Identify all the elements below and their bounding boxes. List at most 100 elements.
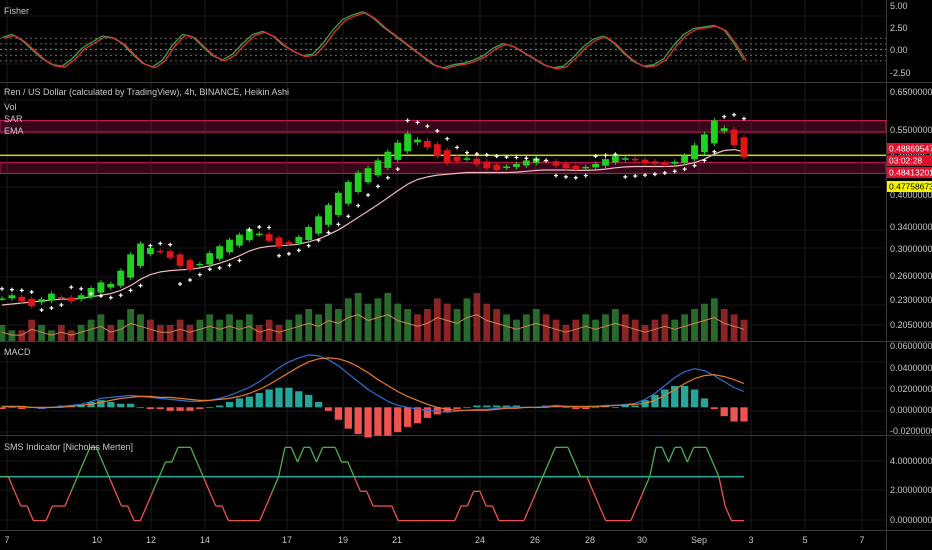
- volume-bar: [710, 298, 718, 341]
- candle-body: [453, 156, 461, 162]
- macd-hist-bar: [126, 403, 135, 408]
- volume-bar: [196, 319, 204, 341]
- sar-dot: [257, 225, 262, 229]
- x-tick-label: 17: [282, 535, 292, 545]
- candle-body: [48, 293, 55, 301]
- sar-dot: [672, 169, 677, 174]
- candle-body: [631, 158, 639, 161]
- x-tick-label: 5: [802, 535, 807, 545]
- volume-bar: [443, 303, 451, 341]
- indicator-vol[interactable]: Vol: [4, 102, 17, 112]
- candle-body: [354, 172, 362, 193]
- candle-body: [176, 254, 184, 266]
- fisher-y-tick: -2.50: [890, 68, 911, 78]
- candle-body: [236, 234, 243, 246]
- macd-series: [1, 354, 745, 413]
- sar-dot: [29, 290, 34, 294]
- macd-hist-bar: [483, 405, 491, 408]
- sms-segment: [108, 476, 116, 492]
- sar-dot: [544, 158, 549, 163]
- macd-hist-bar: [720, 407, 728, 417]
- candle-body: [127, 254, 135, 278]
- fisher-y-tick: 2.50: [890, 23, 908, 33]
- price-tag-bg: [887, 143, 932, 154]
- sar-dot: [217, 265, 222, 270]
- candle-body: [295, 236, 303, 244]
- sar-dot: [296, 248, 301, 253]
- candle-body: [315, 216, 323, 234]
- sms-segment: [278, 447, 286, 477]
- volume-bar: [67, 330, 75, 341]
- sar-dot: [98, 294, 103, 298]
- grid: [0, 0, 886, 530]
- macd-hist-bar: [364, 407, 372, 438]
- sar-dot: [69, 285, 74, 290]
- candle-body: [473, 158, 481, 165]
- sms-segment: [127, 505, 135, 521]
- candle-body: [166, 251, 174, 258]
- candle-body: [97, 282, 105, 293]
- x-tick-label: 12: [146, 535, 156, 545]
- sms-segment: [535, 476, 544, 492]
- candle-body: [285, 242, 293, 245]
- volume-bar: [137, 314, 144, 341]
- macd-hist-bar: [572, 407, 580, 410]
- volume-bar: [602, 314, 609, 341]
- sms-segment: [83, 447, 91, 463]
- indicator-sar[interactable]: SAR: [4, 114, 23, 124]
- candle-body: [423, 140, 431, 148]
- volume-bar: [275, 325, 283, 341]
- macd-hist-bar: [324, 407, 333, 411]
- candle-body: [156, 250, 164, 253]
- x-tick-label: 24: [475, 535, 485, 545]
- volume-bar: [315, 314, 323, 341]
- sms-segment: [152, 476, 160, 492]
- sms-segment: [598, 505, 607, 521]
- candle-body: [572, 165, 580, 170]
- sar-dot: [39, 308, 44, 312]
- sms-segment: [146, 491, 154, 507]
- sms-segment: [95, 447, 104, 463]
- macd-hist-bar: [730, 407, 738, 422]
- sar-dot: [187, 278, 192, 282]
- candle-body: [582, 166, 590, 169]
- candle-body: [404, 133, 412, 152]
- sar-dot: [484, 152, 489, 157]
- price-tag-text: 0.47758673: [889, 182, 932, 192]
- indicator-ema[interactable]: EMA: [4, 126, 24, 136]
- volume-bar: [720, 309, 728, 341]
- candle-body: [374, 160, 382, 176]
- sar-dot: [692, 163, 697, 168]
- sms-segment: [548, 447, 556, 463]
- volume-bar: [0, 325, 6, 341]
- volume-bar: [216, 319, 224, 341]
- macd-hist-bar: [671, 385, 679, 408]
- sms-segment: [491, 505, 500, 521]
- sms-segment: [139, 505, 148, 521]
- macd-hist-bar: [18, 407, 26, 410]
- candle-body: [364, 168, 372, 183]
- sms-segment: [171, 447, 179, 463]
- sar-dot: [554, 173, 559, 178]
- sar-dot: [603, 153, 608, 158]
- price-tag-text: 03:02:28: [889, 156, 922, 166]
- macd-hist-bar: [314, 401, 323, 408]
- sms-segment: [347, 461, 355, 477]
- sar-dot: [405, 118, 410, 123]
- sar-dot: [395, 167, 400, 172]
- macd-histogram: [0, 385, 748, 438]
- volume-bar: [206, 314, 214, 341]
- candle-body: [513, 163, 520, 167]
- candle-body: [196, 263, 204, 266]
- volume-bar: [176, 319, 184, 341]
- macd-hist-bar: [463, 407, 471, 409]
- sar-dot: [722, 114, 727, 119]
- volume-bar: [394, 303, 402, 341]
